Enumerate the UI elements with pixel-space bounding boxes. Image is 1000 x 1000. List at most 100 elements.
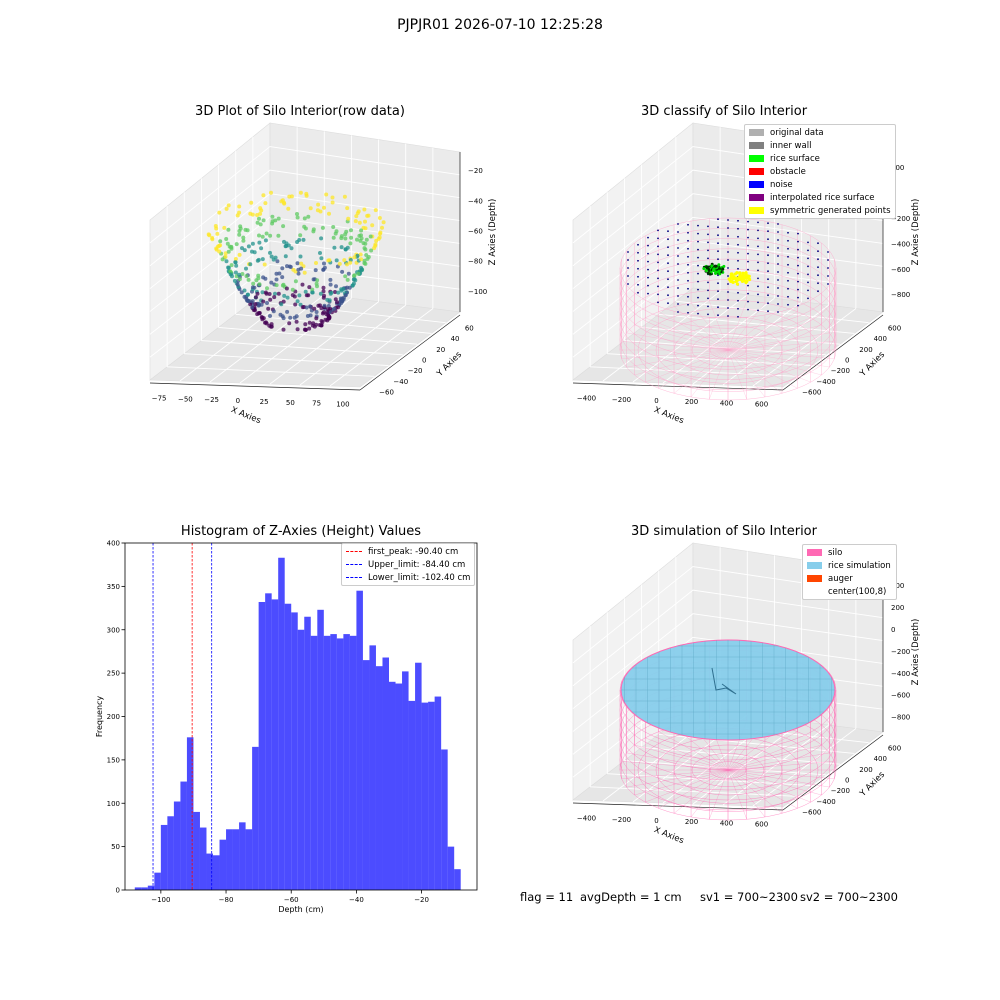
raw-point xyxy=(234,263,239,268)
raw-point xyxy=(260,290,265,295)
interpolated-point xyxy=(727,307,729,309)
classify-silo-base-spoke xyxy=(727,349,783,394)
interpolated-point xyxy=(777,311,779,313)
histogram-vlines xyxy=(152,543,213,890)
classify-grid xyxy=(662,297,775,384)
interpolated-point xyxy=(787,255,789,258)
raw-point xyxy=(255,213,260,217)
raw-point xyxy=(269,190,273,195)
interpolated-point xyxy=(707,225,709,228)
sim-z-tick: 400 xyxy=(891,582,904,590)
raw-point xyxy=(318,209,323,214)
interpolated-point xyxy=(627,259,629,261)
interpolated-point xyxy=(637,251,639,254)
interpolated-point xyxy=(697,256,699,259)
interpolated-point xyxy=(677,287,679,289)
interpolated-point xyxy=(657,237,659,240)
interpolated-point xyxy=(797,232,799,235)
histogram-bar xyxy=(147,885,155,890)
interpolated-point xyxy=(787,271,789,274)
legend-label: first_peak: -90.40 cm xyxy=(368,546,459,557)
raw-point xyxy=(301,237,306,242)
raw-point xyxy=(293,279,298,284)
interpolated-point xyxy=(677,223,679,225)
interpolated-point xyxy=(657,253,659,256)
classify-y-tick: −600 xyxy=(802,389,821,397)
sim-silo-base-spoke xyxy=(727,769,822,796)
interpolated-point xyxy=(807,241,809,244)
legend-entry: noise xyxy=(745,178,895,191)
interpolated-point xyxy=(747,300,749,303)
raw-point xyxy=(343,293,348,298)
interpolated-point xyxy=(677,271,679,273)
legend-line-sample xyxy=(346,551,362,552)
raw-z-tick: −60 xyxy=(468,227,483,235)
raw-point xyxy=(326,316,331,321)
raw-point xyxy=(263,290,268,295)
raw-point xyxy=(252,250,257,255)
interpolated-point xyxy=(817,258,819,261)
raw-point xyxy=(257,240,262,245)
interpolated-point xyxy=(767,278,769,281)
raw-point xyxy=(307,320,312,325)
symmetric-point xyxy=(737,276,741,280)
histogram-bar xyxy=(441,749,448,890)
raw-point xyxy=(331,235,336,240)
interpolated-point xyxy=(747,260,749,263)
interpolated-point xyxy=(657,285,659,288)
raw-point xyxy=(303,322,308,327)
raw-point xyxy=(356,271,361,276)
classify-grid xyxy=(658,313,855,334)
avg-depth-text: avgDepth = 1 cm xyxy=(580,890,682,904)
sim-z-tick: −800 xyxy=(891,714,910,722)
raw-point xyxy=(237,277,242,282)
classify-silo-base-spoke xyxy=(645,317,729,351)
interpolated-point xyxy=(787,231,789,234)
sim-y-tick: 600 xyxy=(888,744,901,752)
interpolated-point xyxy=(737,227,739,230)
raw-point xyxy=(364,253,369,257)
interpolated-point xyxy=(757,285,759,288)
legend-entry: original data xyxy=(745,126,895,139)
interpolated-point xyxy=(667,238,669,241)
raw-point xyxy=(331,225,336,229)
sim-y-tick: −400 xyxy=(816,798,835,806)
raw-point xyxy=(326,307,331,312)
legend-label: rice surface xyxy=(770,153,820,164)
raw-point xyxy=(244,274,249,279)
raw-point xyxy=(245,292,250,297)
raw-point xyxy=(318,291,323,296)
raw-point xyxy=(363,219,367,224)
classify-y-tick: −200 xyxy=(831,367,850,375)
classify-silo-base-spoke xyxy=(727,332,830,351)
classify-silo-base-spoke xyxy=(709,300,729,351)
raw-point xyxy=(355,253,360,258)
raw-point xyxy=(296,271,301,276)
raw-point xyxy=(307,326,312,331)
raw-point xyxy=(282,293,287,298)
interpolated-point xyxy=(637,243,639,246)
raw-point xyxy=(286,206,291,211)
interpolated-point xyxy=(677,247,679,249)
raw-point xyxy=(284,286,289,291)
raw-point xyxy=(334,258,339,263)
interpolated-point xyxy=(647,268,649,271)
legend-label: auger xyxy=(828,573,853,584)
raw-point xyxy=(281,327,286,332)
raw-point xyxy=(357,220,362,225)
histogram-bar xyxy=(173,801,181,890)
raw-point xyxy=(264,231,269,236)
interpolated-point xyxy=(767,302,769,305)
raw-point xyxy=(250,285,255,290)
raw-point xyxy=(373,242,378,247)
sim-silo-base-spoke xyxy=(626,752,729,771)
interpolated-point xyxy=(667,286,669,289)
interpolated-point xyxy=(717,290,719,293)
raw-point xyxy=(322,261,326,266)
histogram-bar xyxy=(258,601,266,890)
interpolated-point xyxy=(777,223,779,225)
raw-point xyxy=(261,299,266,304)
classify-y-tick: −400 xyxy=(816,378,835,386)
raw-point xyxy=(279,302,284,307)
interpolated-point xyxy=(697,296,699,299)
